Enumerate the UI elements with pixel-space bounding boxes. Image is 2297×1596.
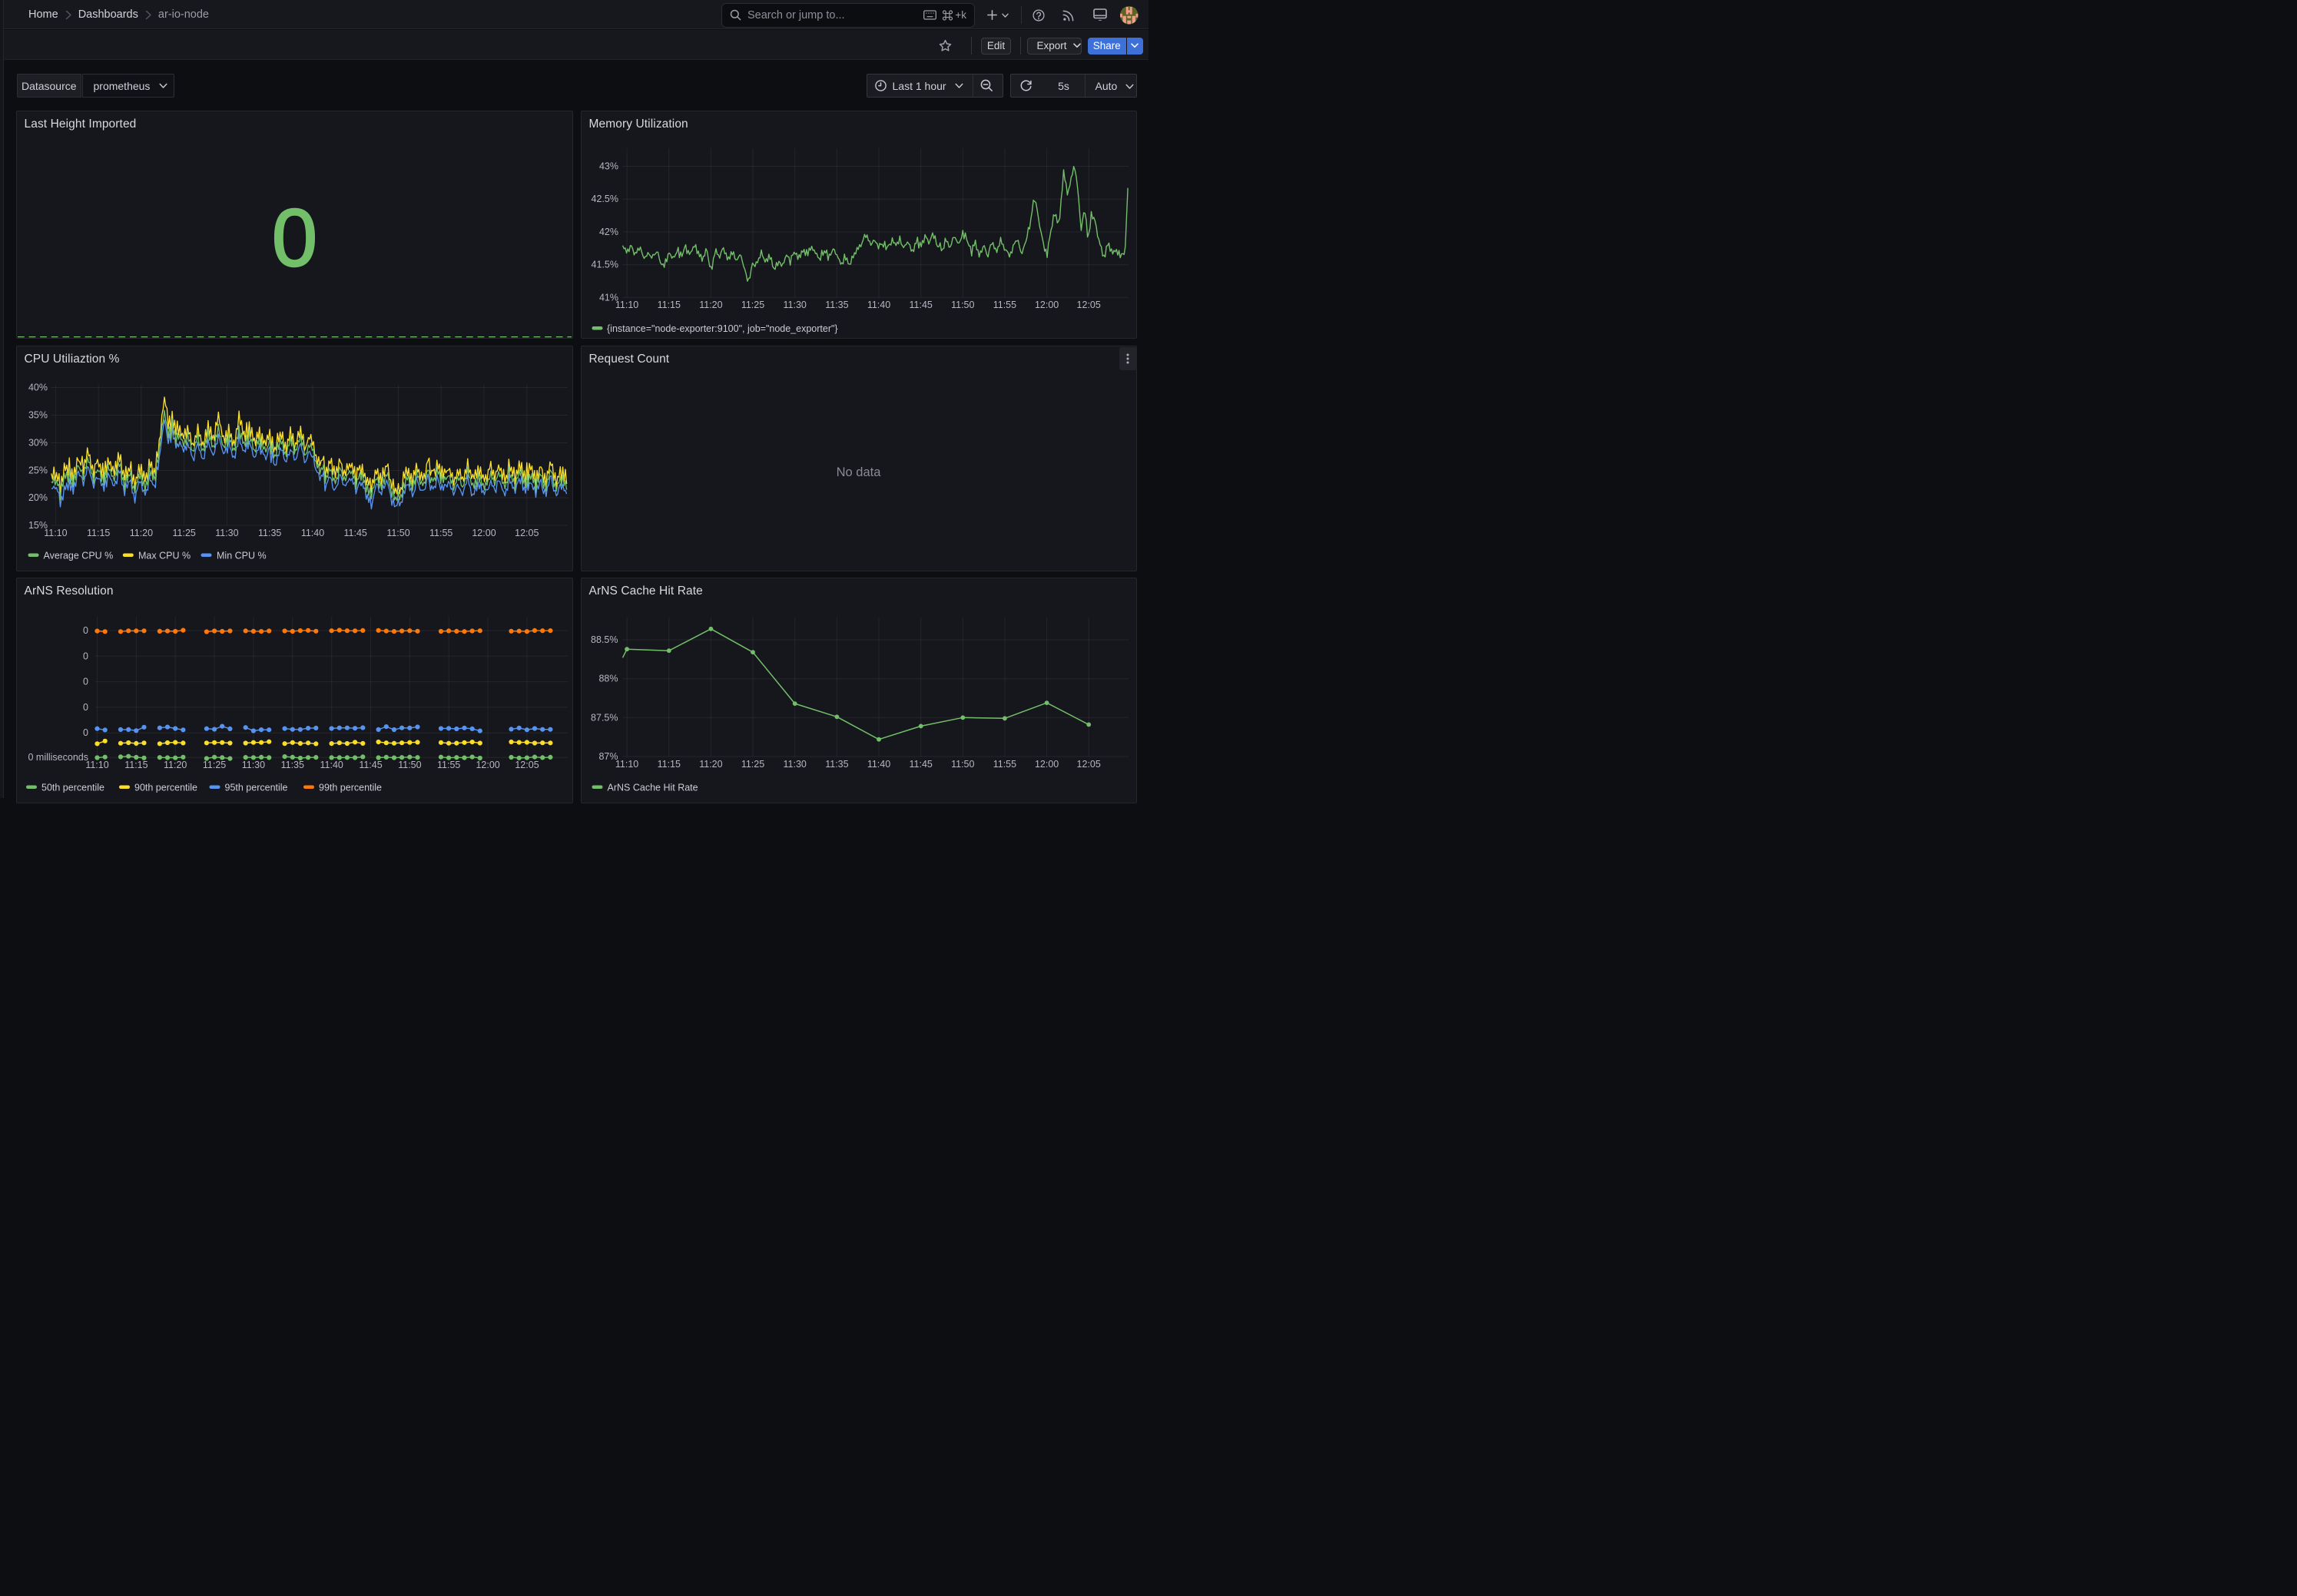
svg-text:11:15: 11:15 — [124, 760, 147, 770]
svg-text:11:35: 11:35 — [825, 300, 848, 310]
svg-text:12:05: 12:05 — [515, 528, 539, 538]
svg-text:40%: 40% — [28, 382, 47, 393]
svg-text:0 milliseconds: 0 milliseconds — [28, 752, 88, 763]
svg-text:12:00: 12:00 — [1034, 759, 1058, 770]
svg-text:11:45: 11:45 — [359, 760, 382, 770]
svg-text:11:20: 11:20 — [699, 759, 722, 770]
svg-text:11:35: 11:35 — [258, 528, 281, 538]
svg-text:11:30: 11:30 — [783, 759, 806, 770]
svg-text:11:20: 11:20 — [699, 300, 722, 310]
svg-text:11:55: 11:55 — [437, 760, 460, 770]
svg-text:0: 0 — [83, 702, 88, 713]
svg-text:90th percentile: 90th percentile — [134, 783, 197, 793]
svg-text:11:10: 11:10 — [615, 759, 638, 770]
svg-text:11:20: 11:20 — [164, 760, 187, 770]
svg-text:12:00: 12:00 — [472, 528, 496, 538]
svg-text:99th percentile: 99th percentile — [319, 783, 382, 793]
svg-text:20%: 20% — [28, 492, 47, 503]
svg-text:15%: 15% — [28, 520, 47, 531]
svg-text:11:20: 11:20 — [129, 528, 152, 538]
svg-text:11:50: 11:50 — [398, 760, 421, 770]
svg-text:87%: 87% — [598, 751, 618, 762]
svg-text:11:10: 11:10 — [615, 300, 638, 310]
svg-text:11:30: 11:30 — [783, 300, 806, 310]
svg-text:11:25: 11:25 — [172, 528, 195, 538]
svg-text:41%: 41% — [598, 292, 618, 303]
svg-text:Max CPU %: Max CPU % — [138, 551, 191, 561]
svg-text:11:40: 11:40 — [300, 528, 323, 538]
svg-text:41.5%: 41.5% — [591, 260, 618, 270]
svg-text:0: 0 — [272, 193, 317, 283]
svg-text:50th percentile: 50th percentile — [41, 783, 104, 793]
svg-text:11:50: 11:50 — [951, 300, 974, 310]
svg-text:25%: 25% — [28, 465, 47, 476]
svg-text:11:55: 11:55 — [429, 528, 452, 538]
svg-text:35%: 35% — [28, 410, 47, 421]
svg-text:0: 0 — [83, 727, 88, 738]
svg-text:11:50: 11:50 — [386, 528, 409, 538]
svg-text:11:50: 11:50 — [951, 759, 974, 770]
svg-text:12:05: 12:05 — [1076, 300, 1100, 310]
svg-text:Min CPU %: Min CPU % — [217, 551, 267, 561]
svg-text:12:05: 12:05 — [515, 760, 539, 770]
svg-text:11:40: 11:40 — [867, 300, 890, 310]
svg-text:12:00: 12:00 — [1034, 300, 1058, 310]
svg-text:11:25: 11:25 — [202, 760, 225, 770]
svg-text:11:10: 11:10 — [44, 528, 67, 538]
svg-text:11:10: 11:10 — [85, 760, 108, 770]
svg-text:42%: 42% — [598, 227, 618, 237]
svg-text:11:35: 11:35 — [280, 760, 303, 770]
svg-text:11:55: 11:55 — [993, 759, 1016, 770]
svg-text:11:45: 11:45 — [909, 759, 932, 770]
svg-text:11:30: 11:30 — [241, 760, 264, 770]
svg-text:11:45: 11:45 — [909, 300, 932, 310]
svg-text:0: 0 — [83, 651, 88, 661]
svg-text:30%: 30% — [28, 438, 47, 449]
svg-text:11:35: 11:35 — [825, 759, 848, 770]
svg-text:95th percentile: 95th percentile — [224, 783, 287, 793]
svg-text:87.5%: 87.5% — [591, 712, 618, 723]
svg-text:11:55: 11:55 — [993, 300, 1016, 310]
svg-text:12:05: 12:05 — [1076, 759, 1100, 770]
svg-text:11:40: 11:40 — [867, 759, 890, 770]
svg-text:0: 0 — [83, 677, 88, 687]
svg-text:{instance="node-exporter:9100": {instance="node-exporter:9100", job="nod… — [607, 323, 838, 334]
svg-text:11:15: 11:15 — [87, 528, 110, 538]
svg-text:11:45: 11:45 — [343, 528, 366, 538]
svg-text:11:40: 11:40 — [320, 760, 343, 770]
svg-text:0: 0 — [83, 625, 88, 636]
svg-text:11:15: 11:15 — [657, 759, 680, 770]
svg-text:88.5%: 88.5% — [591, 634, 618, 645]
svg-text:42.5%: 42.5% — [591, 194, 618, 204]
svg-text:88%: 88% — [598, 674, 618, 684]
svg-text:11:15: 11:15 — [657, 300, 680, 310]
svg-text:11:25: 11:25 — [741, 300, 764, 310]
svg-text:12:00: 12:00 — [476, 760, 499, 770]
svg-text:ArNS Cache Hit Rate: ArNS Cache Hit Rate — [607, 783, 698, 793]
svg-text:Average CPU %: Average CPU % — [43, 551, 113, 561]
svg-text:11:25: 11:25 — [741, 759, 764, 770]
svg-text:11:30: 11:30 — [215, 528, 238, 538]
svg-text:43%: 43% — [598, 161, 618, 172]
